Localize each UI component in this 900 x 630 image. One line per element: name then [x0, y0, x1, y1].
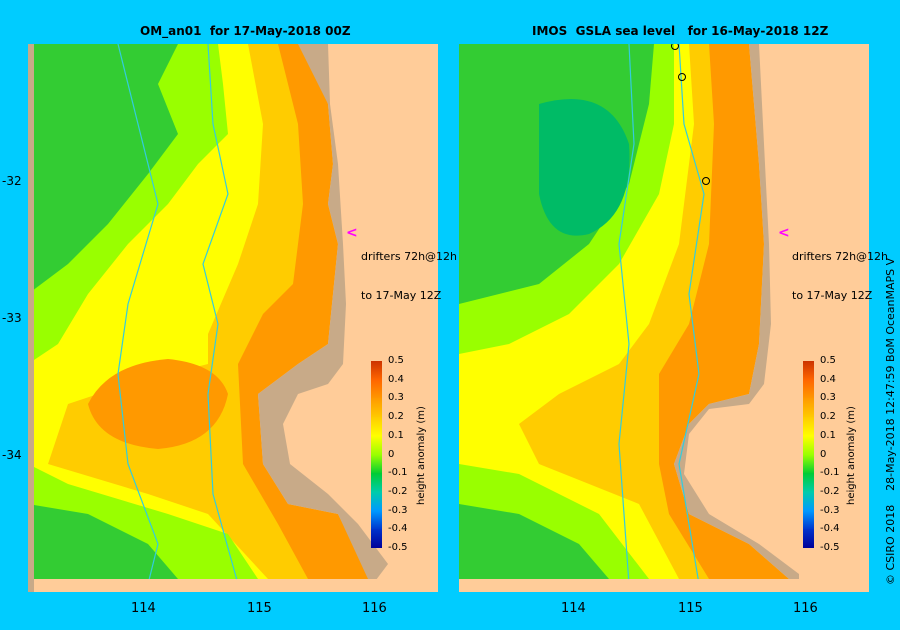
- colorbar-tick-label: 0: [388, 448, 395, 460]
- colorbar-tick-label: -0.3: [388, 504, 408, 516]
- contour-neg-b: [28, 504, 178, 579]
- colorbar-tick-label: -0.1: [388, 467, 408, 479]
- colorbar-band: [371, 379, 382, 399]
- lon-tick-label: 115: [678, 601, 703, 616]
- colorbar-band: [803, 529, 814, 549]
- isobath-line: [202, 44, 239, 585]
- isobath-line: [678, 44, 705, 585]
- colorbar-left-title: height anomaly (m): [416, 406, 427, 505]
- lon-tick-label: 116: [793, 601, 818, 616]
- lon-tick-label: 115: [247, 601, 272, 616]
- colorbar-right-title: height anomaly (m): [846, 406, 857, 505]
- isobath-line: [117, 44, 159, 585]
- left-map-panel: [28, 44, 438, 592]
- colorbar-band: [371, 473, 382, 493]
- colorbar-band: [371, 529, 382, 549]
- colorbar-band: [371, 491, 382, 512]
- colorbar-band: [371, 510, 382, 530]
- colorbar-tick-label: 0: [820, 448, 827, 460]
- drifter-arrow-icon: <: [346, 225, 358, 241]
- colorbar-tick-label: 0.2: [388, 411, 404, 423]
- colorbar-right-ticks: 0.5 0.4 0.3 0.2 0.1 0 -0.1 -0.2 -0.3 -0.4 -0.5: [820, 355, 860, 555]
- colorbar-tick-label: -0.4: [820, 523, 840, 535]
- lat-tick-label: -33: [2, 311, 22, 325]
- lat-tick-label: -34: [2, 448, 22, 462]
- colorbar-band: [371, 417, 382, 437]
- colorbar-tick-label: 0.4: [820, 373, 836, 385]
- drifter-annotation: drifters 72h@12h to 17-May 12Z: [792, 250, 889, 302]
- colorbar-right: [803, 361, 814, 549]
- colorbar-left: [371, 361, 382, 549]
- colorbar-tick-label: 0.1: [388, 429, 404, 441]
- colorbar-band: [803, 454, 814, 474]
- colorbar-band: [803, 473, 814, 493]
- colorbar-tick-label: 0.5: [388, 355, 404, 366]
- colorbar-tick-label: 0.1: [820, 429, 836, 441]
- right-map-panel: [459, 44, 869, 592]
- warm-eddy: [88, 359, 228, 449]
- colorbar-tick-label: -0.4: [388, 523, 408, 535]
- colorbar-band: [803, 491, 814, 512]
- lon-tick-label: 116: [362, 601, 387, 616]
- colorbar-left-ticks: 0.5 0.4 0.3 0.2 0.1 0 -0.1 -0.2 -0.3 -0.4 -0.5: [388, 355, 428, 555]
- colorbar-band: [371, 361, 382, 381]
- colorbar-band: [371, 398, 382, 418]
- colorbar-tick-label: -0.2: [820, 485, 840, 497]
- isobath-line: [618, 44, 635, 585]
- colorbar-band: [803, 361, 814, 381]
- colorbar-tick-label: 0.2: [820, 411, 836, 423]
- lon-tick-label: 114: [561, 601, 586, 616]
- colorbar-band: [803, 398, 814, 418]
- cold-core: [539, 99, 630, 236]
- contour-neg-b: [459, 504, 609, 579]
- colorbar-band: [803, 417, 814, 437]
- colorbar-tick-label: -0.1: [820, 467, 840, 479]
- colorbar-tick-label: -0.3: [820, 504, 840, 516]
- colorbar-tick-label: 0.5: [820, 355, 836, 366]
- colorbar-band: [803, 435, 814, 455]
- drifter-arrow-icon: <: [778, 225, 790, 241]
- credit-text: © CSIRO 2018 28-May-2018 12:47:59 BoM Oc…: [884, 257, 897, 585]
- colorbar-tick-label: 0.3: [820, 392, 836, 404]
- drifter-marker: [671, 44, 679, 50]
- lat-tick-label: -32: [2, 174, 22, 188]
- drifter-marker: [678, 73, 686, 81]
- drifter-annotation: drifters 72h@12h to 17-May 12Z: [361, 250, 458, 302]
- colorbar-band: [803, 379, 814, 399]
- colorbar-tick-label: 0.4: [388, 373, 404, 385]
- contour-neg: [28, 44, 178, 294]
- colorbar-tick-label: -0.5: [820, 542, 840, 553]
- colorbar-tick-label: -0.5: [388, 542, 408, 553]
- colorbar-band: [803, 510, 814, 530]
- left-panel-title: OM_an01 for 17-May-2018 00Z: [140, 24, 351, 38]
- colorbar-tick-label: 0.3: [388, 392, 404, 404]
- colorbar-tick-label: -0.2: [388, 485, 408, 497]
- right-panel-title: IMOS GSLA sea level for 16-May-2018 12Z: [532, 24, 829, 38]
- drifter-marker: [702, 177, 710, 185]
- colorbar-band: [371, 435, 382, 455]
- colorbar-band: [371, 454, 382, 474]
- lon-tick-label: 114: [131, 601, 156, 616]
